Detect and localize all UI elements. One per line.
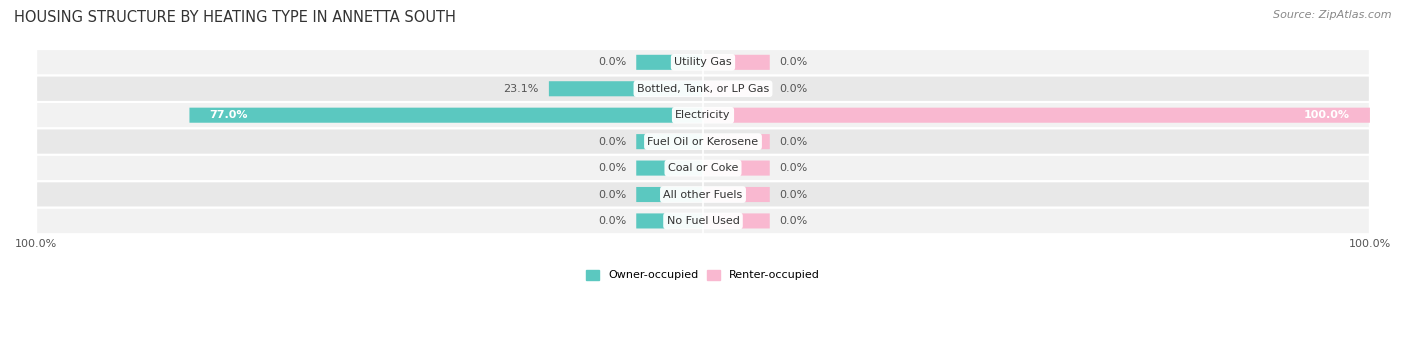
Text: 0.0%: 0.0% — [598, 137, 626, 147]
Text: 0.0%: 0.0% — [598, 163, 626, 173]
Text: 0.0%: 0.0% — [780, 57, 808, 67]
Text: 0.0%: 0.0% — [780, 190, 808, 199]
Text: Coal or Coke: Coal or Coke — [668, 163, 738, 173]
Text: Electricity: Electricity — [675, 110, 731, 120]
Legend: Owner-occupied, Renter-occupied: Owner-occupied, Renter-occupied — [586, 270, 820, 280]
FancyBboxPatch shape — [703, 134, 769, 149]
FancyBboxPatch shape — [703, 213, 769, 228]
Text: 23.1%: 23.1% — [503, 84, 538, 94]
Text: 0.0%: 0.0% — [598, 57, 626, 67]
FancyBboxPatch shape — [37, 49, 1369, 76]
FancyBboxPatch shape — [37, 155, 1369, 181]
Text: Source: ZipAtlas.com: Source: ZipAtlas.com — [1274, 10, 1392, 20]
Text: 0.0%: 0.0% — [598, 190, 626, 199]
FancyBboxPatch shape — [548, 81, 703, 96]
Text: 0.0%: 0.0% — [598, 216, 626, 226]
FancyBboxPatch shape — [637, 213, 703, 228]
FancyBboxPatch shape — [703, 55, 769, 70]
FancyBboxPatch shape — [190, 108, 703, 123]
Text: 77.0%: 77.0% — [209, 110, 247, 120]
Text: All other Fuels: All other Fuels — [664, 190, 742, 199]
FancyBboxPatch shape — [637, 187, 703, 202]
FancyBboxPatch shape — [37, 76, 1369, 102]
Text: 0.0%: 0.0% — [780, 84, 808, 94]
FancyBboxPatch shape — [37, 181, 1369, 208]
FancyBboxPatch shape — [637, 161, 703, 176]
Text: No Fuel Used: No Fuel Used — [666, 216, 740, 226]
Text: 100.0%: 100.0% — [1303, 110, 1350, 120]
Text: HOUSING STRUCTURE BY HEATING TYPE IN ANNETTA SOUTH: HOUSING STRUCTURE BY HEATING TYPE IN ANN… — [14, 10, 456, 25]
Text: 0.0%: 0.0% — [780, 137, 808, 147]
FancyBboxPatch shape — [37, 208, 1369, 234]
Text: Utility Gas: Utility Gas — [675, 57, 731, 67]
Text: Bottled, Tank, or LP Gas: Bottled, Tank, or LP Gas — [637, 84, 769, 94]
FancyBboxPatch shape — [37, 129, 1369, 155]
FancyBboxPatch shape — [637, 134, 703, 149]
FancyBboxPatch shape — [637, 55, 703, 70]
FancyBboxPatch shape — [37, 102, 1369, 129]
FancyBboxPatch shape — [703, 81, 769, 96]
FancyBboxPatch shape — [703, 108, 1369, 123]
FancyBboxPatch shape — [703, 187, 769, 202]
Text: Fuel Oil or Kerosene: Fuel Oil or Kerosene — [647, 137, 759, 147]
Text: 0.0%: 0.0% — [780, 216, 808, 226]
FancyBboxPatch shape — [703, 161, 769, 176]
Text: 0.0%: 0.0% — [780, 163, 808, 173]
